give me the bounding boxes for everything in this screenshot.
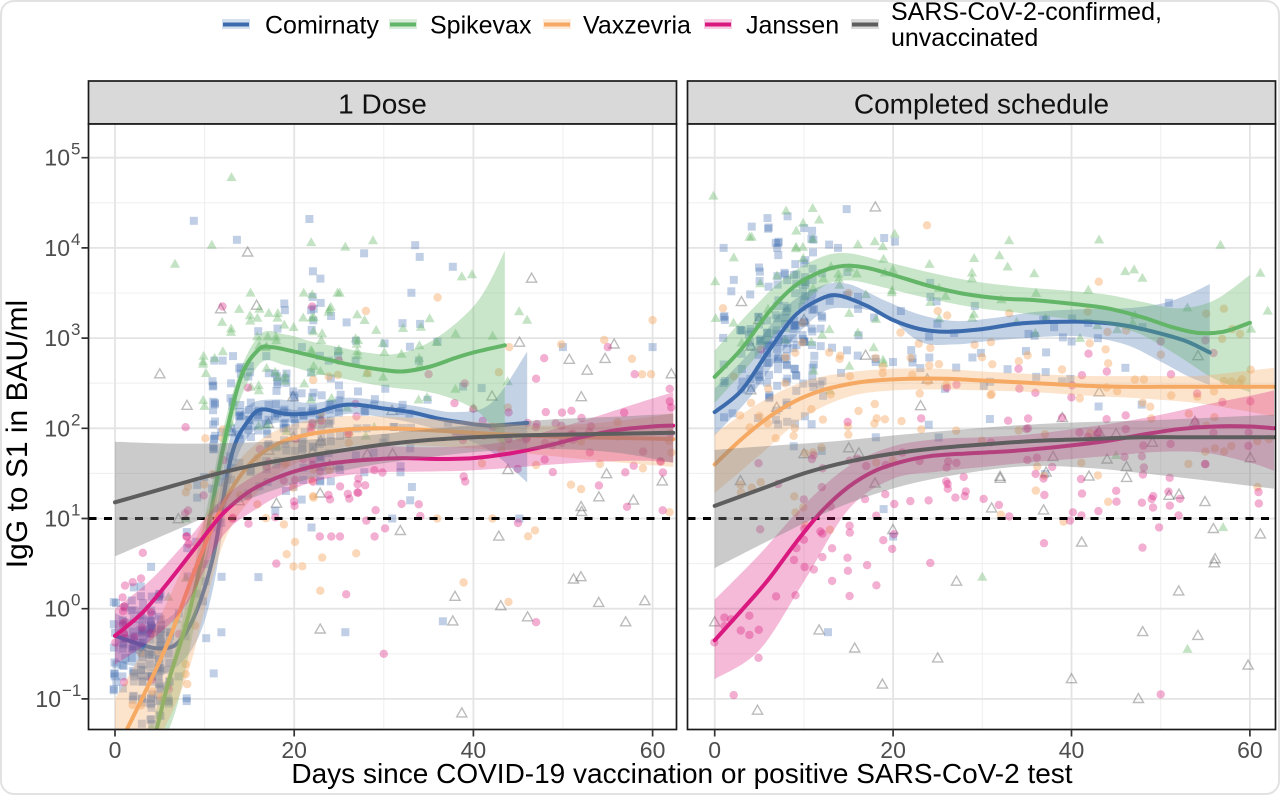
svg-text:Vaxzevria: Vaxzevria	[583, 12, 691, 40]
svg-text:Spikevax: Spikevax	[430, 12, 532, 40]
svg-text:Days since COVID-19 vaccinatio: Days since COVID-19 vaccination or posit…	[291, 758, 1072, 789]
svg-text:IgG to S1 in BAU/ml: IgG to S1 in BAU/ml	[1, 300, 34, 568]
svg-text:4: 4	[71, 230, 80, 249]
svg-text:Comirnaty: Comirnaty	[265, 12, 379, 40]
svg-text:20: 20	[281, 737, 307, 763]
svg-text:10: 10	[44, 145, 70, 171]
svg-text:Janssen: Janssen	[746, 12, 839, 40]
svg-text:1 Dose: 1 Dose	[338, 89, 427, 120]
svg-text:0: 0	[71, 591, 80, 610]
svg-text:1: 1	[71, 501, 80, 520]
svg-text:unvaccinated: unvaccinated	[891, 24, 1038, 52]
svg-text:2: 2	[71, 410, 80, 429]
svg-text:10: 10	[35, 686, 61, 712]
svg-text:20: 20	[880, 737, 906, 763]
svg-text:−1: −1	[62, 681, 81, 700]
svg-text:10: 10	[44, 235, 70, 261]
svg-text:3: 3	[71, 320, 80, 339]
svg-text:Completed schedule: Completed schedule	[854, 89, 1109, 120]
svg-text:40: 40	[1059, 737, 1085, 763]
svg-text:0: 0	[109, 737, 122, 763]
svg-text:5: 5	[71, 140, 80, 159]
svg-text:60: 60	[640, 737, 666, 763]
svg-text:10: 10	[44, 325, 70, 351]
svg-text:40: 40	[461, 737, 487, 763]
svg-text:10: 10	[44, 596, 70, 622]
svg-text:60: 60	[1237, 737, 1263, 763]
svg-text:SARS-CoV-2-confirmed,: SARS-CoV-2-confirmed,	[891, 0, 1162, 26]
svg-text:0: 0	[708, 737, 721, 763]
svg-text:10: 10	[44, 415, 70, 441]
svg-text:10: 10	[44, 506, 70, 532]
